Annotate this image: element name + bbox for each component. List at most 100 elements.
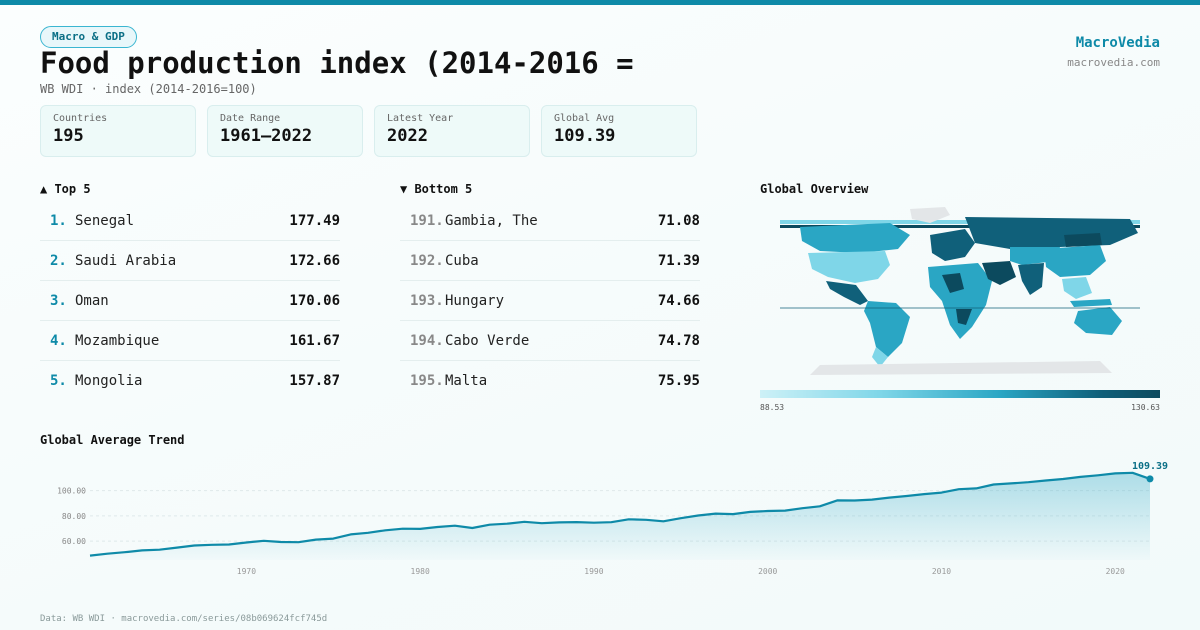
stat-value: 195 [53,126,84,146]
list-item[interactable]: 2. Saudi Arabia 172.66 [40,241,340,281]
country-value: 74.66 [657,293,700,309]
trend-chart-svg[interactable]: 60.00 80.00 100.00 1970 1980 1990 2000 2010 2020… [40,448,1170,578]
country-name: Oman [75,293,109,309]
color-legend-bar [760,390,1160,398]
x-tick-label: 1990 [584,567,603,576]
page-subtitle: WB WDI · index (2014-2016=100) [40,82,257,96]
rank-number: 3. [50,293,67,309]
brand-logo[interactable]: MacroVedia [1075,35,1160,51]
map-region-mongolia[interactable] [1064,233,1102,247]
country-value: 172.66 [289,253,340,269]
country-value: 170.06 [289,293,340,309]
rank-number: 4. [50,333,67,349]
stat-label: Latest Year [387,113,454,124]
rank-number: 1. [50,213,67,229]
category-tag[interactable]: Macro & GDP [40,26,137,48]
rank-number: 2. [50,253,67,269]
stat-card-date-range: Date Range 1961–2022 [207,105,363,157]
world-map-svg[interactable] [760,205,1160,385]
map-region-middle-east[interactable] [982,261,1016,285]
country-name: Cabo Verde [445,333,530,349]
y-tick-label: 80.00 [62,512,86,521]
country-name: Hungary [445,293,505,309]
list-item[interactable]: 192. Cuba 71.39 [400,241,700,281]
stat-value: 109.39 [554,126,616,146]
map-region-se-asia[interactable] [1062,277,1092,299]
last-point-marker [1146,475,1154,483]
map-region-india[interactable] [1018,263,1044,295]
list-item[interactable]: 191. Gambia, The 71.08 [400,201,700,241]
top5-heading: ▲ Top 5 [40,182,91,196]
top5-list: 1. Senegal 177.49 2. Saudi Arabia 172.66… [40,201,340,401]
x-tick-label: 2020 [1106,567,1125,576]
map-region-europe[interactable] [930,229,975,261]
rank-number: 193. [410,293,444,309]
map-region-mexico[interactable] [826,281,868,305]
country-name: Saudi Arabia [75,253,177,269]
map-region-indonesia[interactable] [1070,299,1112,307]
trend-heading: Global Average Trend [40,433,185,447]
country-value: 157.87 [289,373,340,389]
country-name: Gambia, The [445,213,538,229]
y-tick-label: 100.00 [57,487,86,496]
map-region-antarctica[interactable] [810,361,1112,375]
stat-card-global-avg: Global Avg 109.39 [541,105,697,157]
stat-card-countries: Countries 195 [40,105,196,157]
country-name: Mozambique [75,333,160,349]
country-name: Cuba [445,253,479,269]
map-region-china[interactable] [1044,245,1106,277]
x-tick-label: 1970 [237,567,256,576]
list-item[interactable]: 195. Malta 75.95 [400,361,700,401]
map-region-argentina[interactable] [872,347,888,367]
stat-label: Date Range [220,113,281,124]
list-item[interactable]: 1. Senegal 177.49 [40,201,340,241]
stat-card-latest-year: Latest Year 2022 [374,105,530,157]
top-accent-bar [0,0,1200,5]
bottom5-list: 191. Gambia, The 71.08 192. Cuba 71.39 1… [400,201,700,401]
list-item[interactable]: 4. Mozambique 161.67 [40,321,340,361]
map-region-africa[interactable] [928,263,992,339]
legend-max-label: 130.63 [1131,403,1160,412]
list-item[interactable]: 194. Cabo Verde 74.78 [400,321,700,361]
map-region-usa[interactable] [808,251,890,283]
world-choropleth-map[interactable] [760,205,1160,385]
country-value: 71.08 [657,213,700,229]
stat-value: 1961–2022 [220,126,313,146]
brand-url[interactable]: macrovedia.com [1067,56,1160,69]
country-value: 177.49 [289,213,340,229]
x-tick-label: 2010 [932,567,951,576]
trend-area [90,472,1150,560]
rank-number: 5. [50,373,67,389]
map-region-south-america[interactable] [864,301,910,357]
country-name: Senegal [75,213,135,229]
list-item[interactable]: 193. Hungary 74.66 [400,281,700,321]
country-name: Mongolia [75,373,143,389]
legend-min-label: 88.53 [760,403,785,412]
country-name: Malta [445,373,488,389]
stat-label: Global Avg [554,113,615,124]
bottom5-heading: ▼ Bottom 5 [400,182,473,196]
rank-number: 192. [410,253,444,269]
map-region-australia[interactable] [1074,307,1122,335]
trend-line [89,471,1151,557]
x-tick-label: 1980 [411,567,430,576]
country-value: 71.39 [657,253,700,269]
map-region-sahel[interactable] [942,273,964,293]
map-region-greenland[interactable] [910,207,950,223]
list-item[interactable]: 3. Oman 170.06 [40,281,340,321]
map-region[interactable] [780,220,1140,224]
map-heading: Global Overview [760,182,869,196]
country-value: 161.67 [289,333,340,349]
x-tick-label: 2000 [758,567,777,576]
stat-value: 2022 [387,126,428,146]
country-value: 74.78 [657,333,700,349]
list-item[interactable]: 5. Mongolia 157.87 [40,361,340,401]
map-region-mozambique[interactable] [956,309,972,325]
map-region[interactable] [780,225,1140,228]
map-region-russia[interactable] [965,217,1138,249]
trend-chart[interactable]: 60.00 80.00 100.00 1970 1980 1990 2000 2010 2020… [40,448,1170,578]
map-region-canada[interactable] [800,223,910,253]
footer-source: Data: WB WDI · macrovedia.com/series/08b… [40,614,328,624]
page-title: Food production index (2014-2016 = [40,46,634,80]
rank-number: 194. [410,333,444,349]
